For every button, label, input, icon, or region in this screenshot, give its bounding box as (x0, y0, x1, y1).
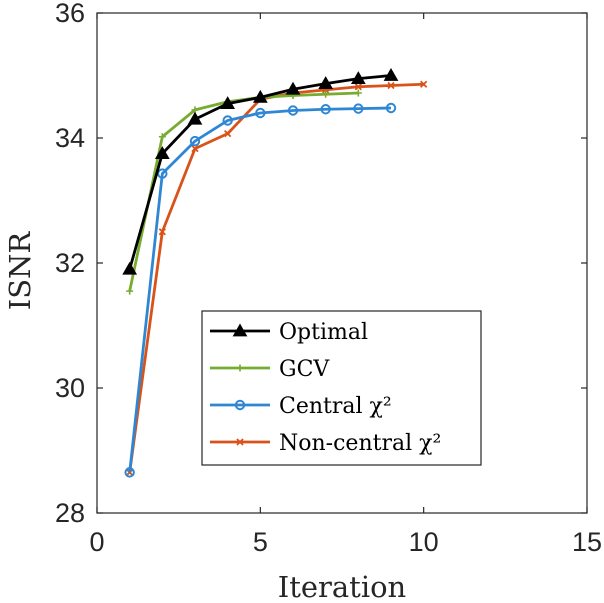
legend-box (201, 310, 482, 466)
series-1-point (126, 287, 134, 295)
series-2-point (189, 135, 201, 147)
series-0-point (285, 81, 301, 95)
series-2-point (222, 115, 233, 126)
series-3-point (224, 129, 232, 138)
series-2-point (385, 102, 397, 114)
legend-swatch-marker (236, 364, 244, 372)
legend-entry: Optimal (210, 320, 368, 345)
legend-entry: Non-central χ² (210, 431, 441, 456)
y-tick-label: 32 (55, 248, 85, 278)
legend-entry: GCV (210, 357, 330, 382)
series-0-point (220, 96, 236, 109)
y-axis-title: ISNR (3, 231, 37, 311)
legend-label: Optimal (279, 320, 368, 345)
x-tick-label: 0 (89, 527, 104, 557)
legend-label: GCV (279, 357, 330, 382)
axes-layer: 0 5 10 15 28 30 32 34 36 Iteration ISNR (3, 0, 602, 603)
series-2-line (128, 106, 392, 473)
legend-entry: Central χ² (210, 394, 392, 419)
y-tick-label: 34 (55, 123, 85, 153)
series-2 (124, 102, 397, 478)
x-tick-label: 15 (572, 527, 602, 557)
series-2-point (255, 107, 266, 119)
series-0-point (154, 146, 170, 159)
series-0 (122, 67, 399, 275)
series-1-point (322, 90, 330, 98)
series-0-point (122, 261, 138, 275)
series-2-point (287, 105, 299, 116)
legend-label: Central χ² (279, 394, 392, 419)
y-tick-label: 28 (55, 498, 85, 528)
series-0-point (252, 89, 268, 103)
x-axis-title: Iteration (278, 570, 407, 603)
series-3-point (420, 80, 428, 88)
series-3-point (354, 83, 362, 91)
series-0-point (187, 111, 203, 125)
series-3-point (387, 81, 395, 90)
series-3-point (158, 228, 166, 236)
legend-label: Non-central χ² (279, 431, 441, 456)
series-0-point (350, 71, 366, 84)
series-3-point (191, 144, 199, 153)
series-0-point (318, 76, 334, 89)
series-1-point (354, 89, 362, 97)
x-tick-label: 5 (253, 527, 268, 557)
y-tick-label: 30 (55, 373, 85, 403)
series-1-point (158, 133, 166, 141)
series-2-point (320, 104, 331, 115)
legend-swatch-marker (236, 438, 244, 446)
legend-swatch-marker (234, 399, 246, 411)
series-0-point (383, 67, 399, 81)
series-2-point (124, 467, 135, 478)
y-tick-label: 36 (55, 0, 85, 28)
x-tick-label: 10 (409, 527, 439, 557)
legend: Optimal GCV Central χ² Non-central χ² (201, 310, 482, 466)
legend-swatch-marker (232, 323, 248, 337)
series-2-point (353, 103, 364, 114)
